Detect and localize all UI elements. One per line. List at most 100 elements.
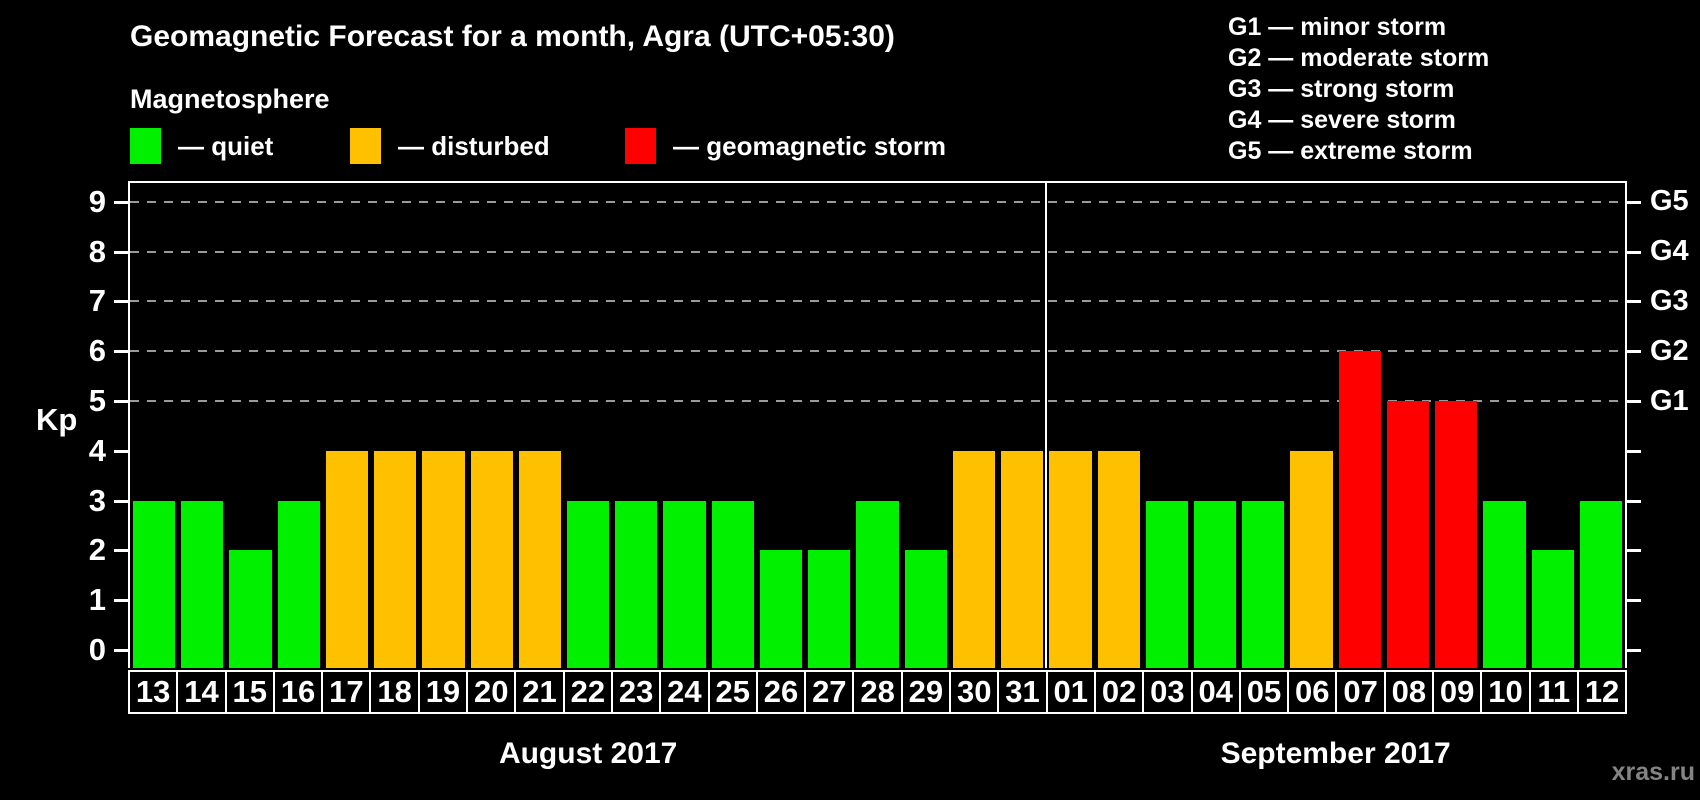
kp-bar-day-20: [470, 450, 513, 668]
y-axis-title: Kp: [36, 402, 78, 437]
kp-bar-day-03: [1145, 500, 1188, 668]
kp-bar-day-08: [1386, 401, 1430, 668]
y-axis-tick-right-4: [1627, 449, 1641, 453]
day-label-05: 05: [1241, 672, 1290, 712]
kp-bar-day-01: [1049, 450, 1092, 668]
kp-bar-day-27: [808, 550, 851, 668]
day-label-27: 27: [806, 672, 855, 712]
kp-bar-day-23: [615, 500, 658, 668]
day-label-26: 26: [758, 672, 807, 712]
kp-bar-day-11: [1531, 550, 1574, 668]
month-label-0: August 2017: [498, 737, 678, 770]
gridline-kp5: [130, 400, 1625, 402]
y-axis-label-8: 8: [88, 233, 106, 269]
day-label-24: 24: [661, 672, 710, 712]
y-axis-tick-right-8: [1627, 250, 1641, 254]
day-label-17: 17: [323, 672, 372, 712]
day-label-08: 08: [1386, 672, 1435, 712]
y-axis-tick-right-2: [1627, 549, 1641, 553]
y-axis-label-3: 3: [88, 482, 106, 518]
day-label-28: 28: [854, 672, 903, 712]
y-axis-tick-right-0: [1627, 649, 1641, 652]
g-scale-line-g4: G4 — severe storm: [1228, 106, 1456, 134]
legend-label-quiet: — quiet: [178, 130, 274, 161]
g-scale-line-g1: G1 — minor storm: [1228, 13, 1447, 41]
day-label-07: 07: [1337, 672, 1386, 712]
day-label-12: 12: [1584, 674, 1620, 709]
day-label-15: 15: [227, 672, 275, 712]
kp-bar-day-12: [1579, 500, 1622, 668]
kp-bar-day-15: [229, 550, 272, 668]
month-separator-line: [1045, 183, 1048, 668]
gridline-kp9: [130, 200, 1625, 203]
legend-label-storm: — geomagnetic storm: [673, 130, 947, 161]
y-axis-label-5: 5: [88, 383, 106, 418]
g-scale-line-g5: G5 — extreme storm: [1228, 137, 1473, 165]
kp-bar-day-10: [1483, 500, 1526, 668]
g-axis-label-g1: G1: [1650, 384, 1689, 417]
g-axis-label-g3: G3: [1650, 284, 1689, 317]
y-axis-tick-left-3: [114, 499, 130, 503]
day-label-25: 25: [710, 672, 758, 712]
legend-title: Magnetosphere: [130, 84, 330, 114]
day-label-31: 31: [999, 672, 1048, 712]
kp-bar-day-06: [1290, 450, 1333, 668]
day-label-10: 10: [1482, 672, 1531, 712]
kp-bar-day-25: [711, 500, 754, 668]
kp-bar-day-24: [663, 500, 706, 668]
day-label-23: 23: [613, 672, 662, 712]
y-axis-tick-right-5: [1627, 400, 1641, 403]
day-label-30: 30: [951, 672, 1000, 712]
day-label-29: 29: [903, 672, 952, 712]
y-axis-tick-left-9: [114, 200, 130, 204]
y-axis-tick-right-7: [1627, 300, 1641, 304]
y-axis-tick-left-0: [114, 649, 130, 652]
legend-item-disturbed: — disturbed: [350, 126, 550, 166]
day-label-16: 16: [275, 672, 324, 712]
kp-bar-day-07: [1338, 351, 1381, 668]
quiet-color-swatch-icon: [130, 128, 161, 164]
kp-bar-day-29: [904, 550, 947, 668]
kp-bar-day-18: [374, 450, 417, 668]
kp-bar-day-02: [1097, 450, 1140, 668]
y-axis-label-9: 9: [88, 183, 106, 219]
day-label-06: 06: [1289, 672, 1338, 712]
kp-bar-day-22: [567, 500, 610, 668]
kp-bar-day-26: [759, 550, 803, 668]
kp-bar-day-13: [133, 500, 176, 668]
y-axis-label-1: 1: [88, 582, 106, 618]
day-label-13: 13: [130, 672, 179, 712]
y-axis-tick-left-4: [114, 449, 130, 453]
day-label-11: 11: [1531, 672, 1579, 712]
gridline-kp8: [130, 250, 1625, 253]
kp-bar-day-30: [952, 450, 996, 668]
y-axis-tick-left-8: [114, 250, 130, 254]
kp-bar-day-14: [181, 500, 224, 668]
g-scale-line-g2: G2 — moderate storm: [1228, 44, 1490, 72]
month-label-1: September 2017: [1220, 737, 1451, 770]
gridline-kp6: [130, 350, 1625, 353]
page-title: Geomagnetic Forecast for a month, Agra (…: [130, 20, 895, 53]
legend-item-quiet: — quiet: [130, 126, 273, 166]
y-axis-label-0: 0: [88, 632, 106, 667]
g-scale-line-g3: G3 — strong storm: [1228, 75, 1455, 103]
day-label-19: 19: [420, 672, 469, 712]
day-label-18: 18: [371, 672, 420, 712]
y-axis-tick-left-1: [114, 599, 130, 603]
day-label-09: 09: [1434, 672, 1483, 712]
y-axis-label-2: 2: [88, 532, 106, 568]
y-axis-label-7: 7: [88, 283, 106, 319]
g-axis-label-g5: G5: [1650, 185, 1689, 218]
day-label-02: 02: [1096, 672, 1145, 712]
gridline-kp7: [130, 300, 1625, 303]
kp-bar-day-17: [325, 450, 369, 668]
y-axis-tick-right-3: [1627, 499, 1641, 503]
kp-bar-day-28: [856, 500, 899, 668]
kp-bar-day-05: [1242, 500, 1285, 668]
day-label-21: 21: [516, 672, 565, 712]
y-axis-tick-right-1: [1627, 599, 1641, 603]
x-axis-day-labels: 13 14 15 16 17 18 19 20 21 22 23 24 25 26 27 28 29 30 31 01…: [128, 670, 1627, 714]
watermark: xras.ru: [1611, 758, 1695, 786]
day-label-20: 20: [468, 672, 517, 712]
